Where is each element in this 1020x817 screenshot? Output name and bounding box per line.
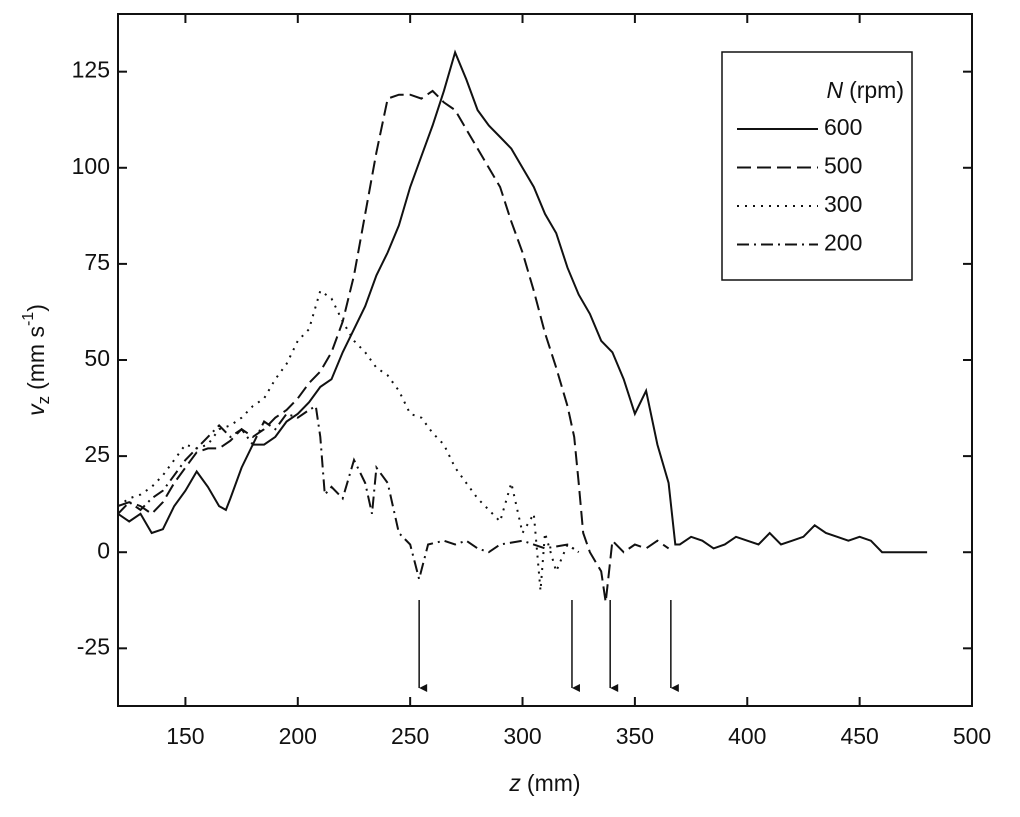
- legend-label: 200: [824, 230, 862, 256]
- legend-title-unit: (rpm): [849, 77, 904, 103]
- x-tick-label: 150: [166, 723, 204, 749]
- y-label-exponent: -1: [20, 312, 37, 326]
- series-line: [118, 49, 928, 554]
- y-tick-label: 75: [84, 249, 110, 275]
- y-label-unit: (mm s: [23, 326, 49, 390]
- x-label-symbol: z: [508, 770, 521, 796]
- x-tick-label: 200: [279, 723, 317, 749]
- y-label-subscript: z: [34, 396, 53, 405]
- x-tick-label: 500: [953, 723, 991, 749]
- series-line: [118, 404, 580, 584]
- x-tick-label: 450: [840, 723, 878, 749]
- legend-box: [721, 51, 913, 281]
- legend-title-symbol: N: [826, 77, 843, 103]
- y-tick-label: 0: [97, 537, 110, 563]
- x-tick-label: 400: [728, 723, 766, 749]
- ticks: 150 200 250 300 350 400 450 500 -25 0 25 50 75 100 125: [72, 14, 991, 749]
- x-tick-label: 300: [503, 723, 541, 749]
- legend-title: N (rpm): [826, 77, 904, 103]
- y-tick-label: 125: [72, 57, 110, 83]
- legend: N (rpm) 600 500 300 200: [721, 51, 913, 281]
- y-tick-label: 25: [84, 441, 110, 467]
- legend-label: 600: [824, 114, 862, 140]
- arrows: [418, 600, 679, 692]
- y-tick-label: 50: [84, 345, 110, 371]
- legend-label: 500: [824, 153, 862, 179]
- series-line: [118, 289, 580, 591]
- legend-label: 300: [824, 191, 862, 217]
- x-tick-label: 350: [616, 723, 654, 749]
- y-tick-label: -25: [77, 633, 110, 659]
- y-tick-label: 100: [72, 153, 110, 179]
- series-line: [118, 89, 670, 603]
- y-axis-label: vz (mm s-1): [20, 304, 53, 416]
- x-label-unit: (mm): [527, 770, 581, 796]
- y-label-close: ): [23, 304, 49, 312]
- lines: [118, 49, 928, 603]
- y-label-symbol: v: [23, 403, 49, 416]
- x-axis-label: z (mm): [508, 770, 580, 796]
- x-tick-label: 250: [391, 723, 429, 749]
